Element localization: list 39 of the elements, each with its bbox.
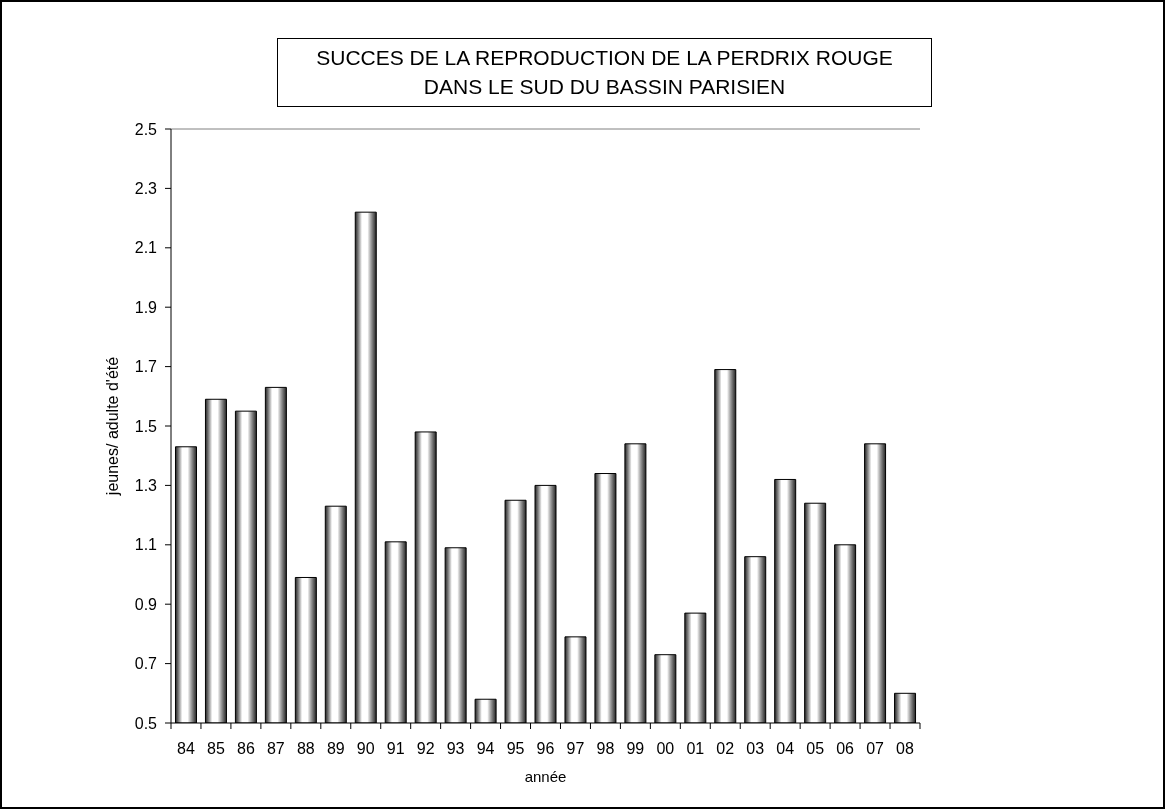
x-tick-label: 98 bbox=[596, 740, 615, 758]
x-tick-label: 91 bbox=[386, 740, 405, 758]
y-tick-label: 1.3 bbox=[134, 477, 158, 495]
y-tick-label: 1.5 bbox=[134, 417, 158, 435]
x-tick-label: 87 bbox=[266, 740, 285, 758]
y-tick-label: 1.9 bbox=[134, 298, 158, 316]
x-axis-title: année bbox=[524, 768, 567, 785]
y-tick-label: 1.7 bbox=[134, 358, 158, 376]
x-tick-label: 97 bbox=[566, 740, 585, 758]
x-tick-label: 94 bbox=[476, 740, 495, 758]
x-tick-label: 88 bbox=[296, 740, 315, 758]
y-tick-label: 2.1 bbox=[134, 239, 158, 257]
y-tick-label: 0.5 bbox=[134, 714, 158, 732]
y-tick-label: 0.9 bbox=[134, 595, 158, 613]
x-tick-label: 02 bbox=[716, 740, 735, 758]
x-tick-label: 08 bbox=[896, 740, 915, 758]
x-tick-label: 92 bbox=[416, 740, 435, 758]
y-tick-label: 0.7 bbox=[134, 655, 158, 673]
y-axis-title: jeunes/ adulte d'été bbox=[104, 356, 122, 497]
y-tick-label: 2.5 bbox=[134, 120, 158, 138]
y-tick-label: 1.1 bbox=[134, 536, 158, 554]
x-tick-label: 07 bbox=[866, 740, 885, 758]
x-tick-label: 96 bbox=[536, 740, 555, 758]
x-tick-label: 86 bbox=[237, 740, 255, 758]
y-tick-label: 2.3 bbox=[134, 180, 158, 198]
x-tick-label: 90 bbox=[356, 740, 375, 758]
x-tick-label: 89 bbox=[326, 740, 345, 758]
x-tick-label: 99 bbox=[626, 740, 645, 758]
x-tick-label: 85 bbox=[207, 740, 225, 758]
x-tick-label: 95 bbox=[506, 740, 525, 758]
x-tick-label: 03 bbox=[746, 740, 765, 758]
x-tick-label: 04 bbox=[776, 740, 795, 758]
x-tick-label: 93 bbox=[446, 740, 465, 758]
chart-title: SUCCES DE LA REPRODUCTION DE LA PERDRIX ROUGE DANS LE SUD DU BASSIN PARISIEN bbox=[277, 38, 932, 107]
x-tick-label: 06 bbox=[836, 740, 855, 758]
x-tick-label: 00 bbox=[656, 740, 675, 758]
x-tick-label: 84 bbox=[177, 740, 195, 758]
x-tick-label: 05 bbox=[806, 740, 825, 758]
x-tick-label: 01 bbox=[686, 740, 705, 758]
